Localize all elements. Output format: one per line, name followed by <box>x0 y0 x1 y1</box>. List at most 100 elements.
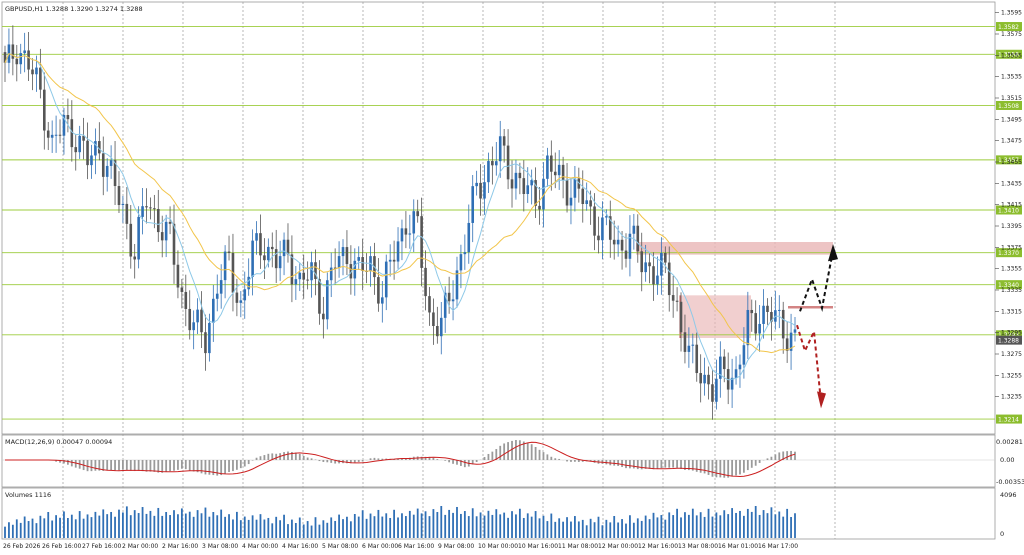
candle-body <box>746 309 750 346</box>
level-label-bg <box>996 414 1022 424</box>
price-tick-label: 1.3315 <box>1001 308 1022 315</box>
candle-body <box>660 253 663 276</box>
candle-body <box>691 344 695 346</box>
price-tick-label: 1.3415 <box>1001 202 1022 209</box>
candle-body <box>133 256 137 260</box>
time-label: 6 Mar 00:00 <box>362 543 398 550</box>
candle-body <box>565 179 569 206</box>
level-label-bg <box>996 248 1022 258</box>
level-label: 1.3457 <box>998 157 1019 164</box>
candle-body <box>98 141 101 154</box>
level-label-bg <box>996 49 1022 59</box>
candle-body <box>243 289 247 301</box>
candle-body <box>538 205 541 210</box>
candle-body <box>420 216 423 268</box>
candle-body <box>219 280 223 294</box>
candle-body <box>754 313 757 334</box>
candle-body <box>530 180 533 186</box>
candle-body <box>137 216 140 260</box>
candle-body <box>742 345 746 365</box>
candle-body <box>656 275 659 285</box>
candle-body <box>542 178 545 210</box>
price-tick-label: 1.3475 <box>1001 138 1022 145</box>
candle-body <box>573 178 577 198</box>
price-tick-label: 1.3375 <box>1001 244 1022 251</box>
level-label: 1.3340 <box>998 282 1019 289</box>
level-label-bg <box>996 330 1022 340</box>
breakout-marker <box>788 306 833 309</box>
candle-body <box>730 377 734 390</box>
level-label-bg <box>996 100 1022 110</box>
candle-body <box>569 197 573 206</box>
candle-body <box>212 298 215 323</box>
candle-body <box>738 364 742 370</box>
candle-body <box>534 180 537 206</box>
candle-body <box>789 332 793 351</box>
candle-body <box>200 309 203 333</box>
price-tick-label: 1.3575 <box>1001 31 1022 38</box>
candle-body <box>498 136 502 162</box>
candle-body <box>3 52 7 63</box>
price-axis: 1.3595 1.3575 1.3555 1.3535 1.3515 1.3495 1.34… <box>995 10 1022 401</box>
time-label: 6 Mar 16:00 <box>398 543 434 550</box>
candle-body <box>377 277 380 304</box>
candle-body <box>113 160 117 187</box>
level-label: 1.3508 <box>998 103 1019 110</box>
candle-body <box>781 309 785 339</box>
candle-body <box>416 211 419 217</box>
candle-body <box>156 208 160 233</box>
candle-body <box>101 153 105 177</box>
candle-body <box>164 221 168 241</box>
time-label: 2 Mar 00:00 <box>122 543 158 550</box>
candle-body <box>58 134 62 136</box>
grid-lines <box>62 2 836 539</box>
candle-body <box>722 356 726 370</box>
price-tick-label: 1.3495 <box>1001 116 1022 123</box>
candle-body <box>349 264 353 279</box>
candle-body <box>510 179 514 189</box>
candle-body <box>793 329 797 333</box>
candle-body <box>785 338 789 351</box>
candle-body <box>263 255 266 261</box>
candle-body <box>436 325 439 337</box>
candle-body <box>546 155 549 179</box>
candle-body <box>239 300 243 303</box>
candle-body <box>620 239 624 251</box>
candle-body <box>314 262 317 280</box>
candle-body <box>39 67 42 90</box>
candle-body <box>192 322 195 331</box>
candle-body <box>467 222 471 253</box>
candle-body <box>160 232 164 241</box>
candle-body <box>557 164 561 176</box>
symbol-info: GBPUSD,H1 1.3288 1.3290 1.3274 1.3288 <box>5 5 143 13</box>
candle-body <box>451 299 455 302</box>
volume-tick-top: 4096 <box>1000 491 1017 499</box>
candle-body <box>19 53 23 65</box>
candle-body <box>223 251 227 281</box>
candle-body <box>196 309 199 323</box>
candle-body <box>628 233 632 259</box>
time-label: 3 Mar 08:00 <box>202 543 238 550</box>
candle-body <box>35 67 38 75</box>
candle-body <box>770 311 773 322</box>
time-label: 27 Feb 16:00 <box>82 543 122 550</box>
time-label: 10 Mar 00:00 <box>478 543 518 550</box>
candle-body <box>105 165 109 177</box>
candle-body <box>204 332 207 354</box>
candle-body <box>475 182 478 187</box>
candle-body <box>404 228 408 235</box>
candle-body <box>483 182 486 199</box>
price-tick-label: 1.3255 <box>1001 372 1022 379</box>
candle-body <box>683 332 687 352</box>
candle-body <box>624 250 628 259</box>
candle-body <box>471 186 475 223</box>
candlesticks <box>3 25 797 420</box>
candle-body <box>31 69 34 75</box>
candle-body <box>329 267 333 281</box>
candle-body <box>652 266 655 285</box>
candle-body <box>357 257 361 261</box>
candle-body <box>322 313 325 320</box>
candle-body <box>267 246 270 261</box>
candle-body <box>447 292 451 302</box>
